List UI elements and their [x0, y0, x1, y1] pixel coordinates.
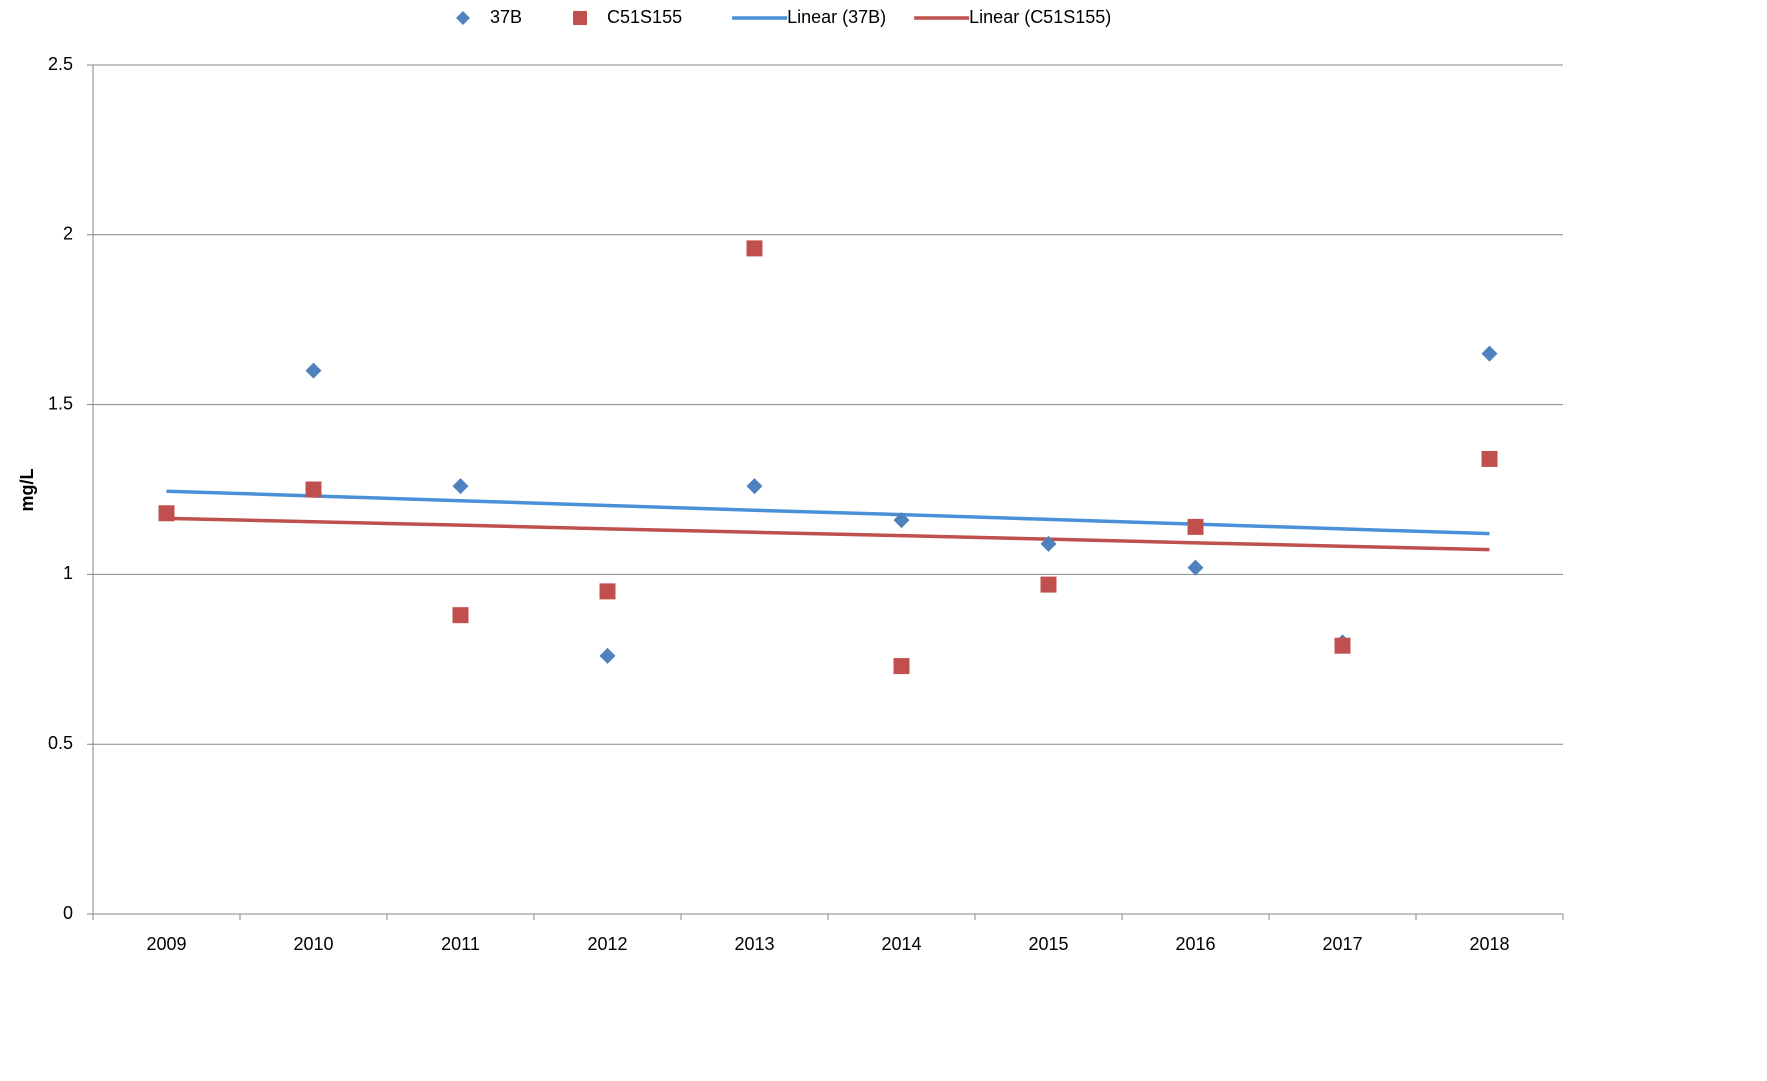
legend-label: 37B	[490, 7, 522, 27]
y-tick-label: 2	[63, 224, 73, 244]
point	[746, 240, 763, 257]
y-tick-label: 1.5	[48, 393, 73, 413]
legend-label: Linear (C51S155)	[969, 7, 1111, 27]
legend-label: Linear (37B)	[787, 7, 886, 27]
point	[1187, 559, 1204, 576]
point	[1040, 576, 1057, 593]
trend-line	[166, 489, 1490, 536]
point	[1040, 535, 1057, 552]
x-tick-label: 2010	[293, 934, 333, 954]
point	[1481, 450, 1498, 467]
point	[305, 481, 322, 498]
x-tick-label: 2011	[441, 934, 480, 954]
point	[1187, 518, 1204, 535]
legend-marker	[456, 11, 470, 25]
point	[1334, 637, 1351, 654]
x-tick-label: 2009	[146, 934, 186, 954]
point	[305, 362, 322, 379]
x-tick-label: 2018	[1469, 934, 1509, 954]
y-axis-label: mg/L	[17, 468, 37, 511]
point	[746, 478, 763, 495]
point	[452, 607, 469, 624]
y-tick-label: 0	[63, 903, 73, 923]
point	[599, 583, 616, 600]
x-tick-label: 2013	[734, 934, 774, 954]
y-tick-label: 1	[63, 563, 73, 583]
x-tick-label: 2017	[1322, 934, 1362, 954]
trend-line	[166, 516, 1490, 552]
point	[599, 647, 616, 664]
point	[158, 505, 175, 522]
point	[893, 658, 910, 675]
legend-marker	[573, 11, 588, 25]
y-tick-label: 2.5	[48, 54, 73, 74]
x-tick-label: 2014	[881, 934, 921, 954]
x-tick-label: 2012	[587, 934, 627, 954]
x-tick-label: 2016	[1175, 934, 1215, 954]
legend-label: C51S155	[607, 7, 682, 27]
point	[452, 478, 469, 495]
y-tick-label: 0.5	[48, 733, 73, 753]
x-tick-label: 2015	[1028, 934, 1068, 954]
point	[893, 512, 910, 529]
point	[1481, 345, 1498, 362]
